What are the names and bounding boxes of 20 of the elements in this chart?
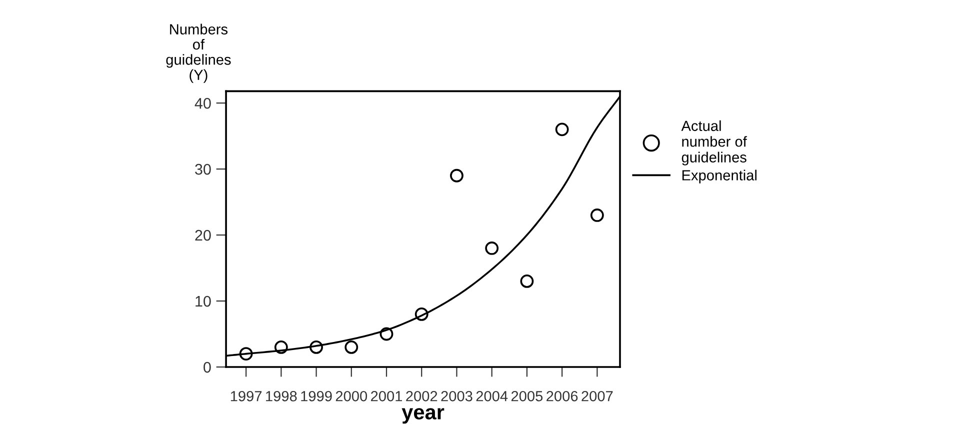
y-tick-label: 0: [204, 362, 211, 373]
y-tick-label: 40: [194, 98, 211, 109]
x-tick-label: 2001: [371, 391, 402, 402]
x-tick-label: 2002: [406, 391, 438, 402]
y-tick-label: 30: [195, 164, 211, 175]
x-tick-label: 2003: [441, 391, 472, 402]
x-tick-label: 2005: [511, 391, 543, 402]
x-tick-label: 2004: [476, 391, 508, 402]
x-tick-label: 2000: [336, 391, 368, 402]
legend-label: Exponential: [682, 170, 756, 184]
y-tick-label: 10: [196, 296, 211, 307]
legend-label: Actual number of guidelines: [681, 120, 747, 166]
x-tick-label: 2007: [582, 391, 613, 402]
y-axis-title: Numbers of guidelines (Y): [166, 24, 231, 83]
x-axis-title: year: [402, 408, 444, 424]
x-tick-label: 1998: [266, 391, 297, 402]
y-tick-label: 20: [195, 230, 211, 241]
x-tick-label: 1997: [230, 391, 262, 402]
x-tick-label: 2006: [546, 391, 578, 402]
x-tick-label: 1999: [301, 391, 332, 402]
